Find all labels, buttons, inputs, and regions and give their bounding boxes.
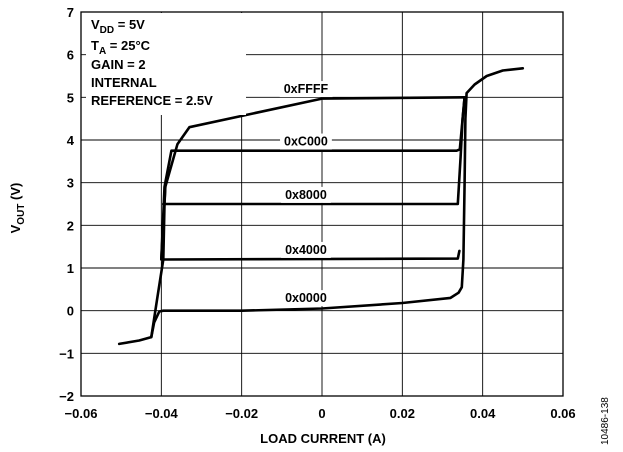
condition-ta: TA = 25°C [91, 38, 151, 57]
curve-label-bg [280, 133, 332, 150]
curve-label: 0xFFFF [284, 82, 329, 96]
y-tick-label: −2 [59, 389, 74, 404]
condition-ref-line2: REFERENCE = 2.5V [91, 93, 213, 108]
curve-labels: 0xFFFF 0xC000 0x8000 0x4000 0x0000 [284, 82, 329, 305]
y-tick-label: 6 [67, 48, 74, 63]
series-line [162, 96, 466, 206]
x-tick-label: 0 [318, 406, 325, 421]
x-tick-label: 0.04 [470, 406, 496, 421]
y-tick-label: 3 [67, 176, 74, 191]
curves [117, 67, 525, 346]
curve-label-bg [281, 241, 331, 258]
x-axis-label: LOAD CURRENT (A) [260, 431, 386, 446]
curve-label: 0x4000 [285, 243, 327, 257]
x-tick-label: −0.06 [65, 406, 98, 421]
curve-label: 0x0000 [285, 291, 327, 305]
condition-ref-line1: INTERNAL [91, 75, 157, 90]
series-line [162, 249, 461, 261]
curve-label: 0xC000 [284, 135, 328, 149]
conditions-background [86, 13, 246, 115]
y-tick-label: 2 [67, 218, 74, 233]
x-tick-label: 0.02 [390, 406, 415, 421]
x-tick-label: 0.06 [550, 406, 575, 421]
y-tick-label: −1 [59, 346, 74, 361]
x-tick-label: −0.02 [225, 406, 258, 421]
series-line [160, 96, 466, 261]
figure-id: 10486-138 [600, 397, 611, 445]
curve-label-bg [279, 81, 333, 98]
condition-vdd: VDD = 5V [91, 17, 145, 36]
y-tick-label: 1 [67, 261, 74, 276]
curve-label-backgrounds [279, 81, 333, 307]
curve-label-bg [281, 290, 331, 307]
y-axis-label: VOUT (V) [8, 183, 27, 234]
y-tick-label: 7 [67, 5, 74, 20]
conditions-box: VDD = 5V TA = 25°C GAIN = 2 INTERNAL REF… [86, 13, 246, 115]
series-line [150, 185, 167, 339]
plot-frame [80, 11, 564, 397]
y-tick-label: 5 [67, 90, 74, 105]
tick-labels: −0.06 −0.04 −0.02 0 0.02 0.04 0.06 −2 −1 0 1 2 3 4 5 6 7 [59, 5, 575, 421]
curve-label-bg [281, 186, 331, 203]
curve-label: 0x8000 [285, 188, 327, 202]
condition-gain: GAIN = 2 [91, 57, 146, 72]
x-tick-label: −0.04 [145, 406, 179, 421]
y-tick-label: 4 [67, 133, 75, 148]
series-line [160, 96, 466, 261]
y-tick-label: 0 [67, 304, 74, 319]
